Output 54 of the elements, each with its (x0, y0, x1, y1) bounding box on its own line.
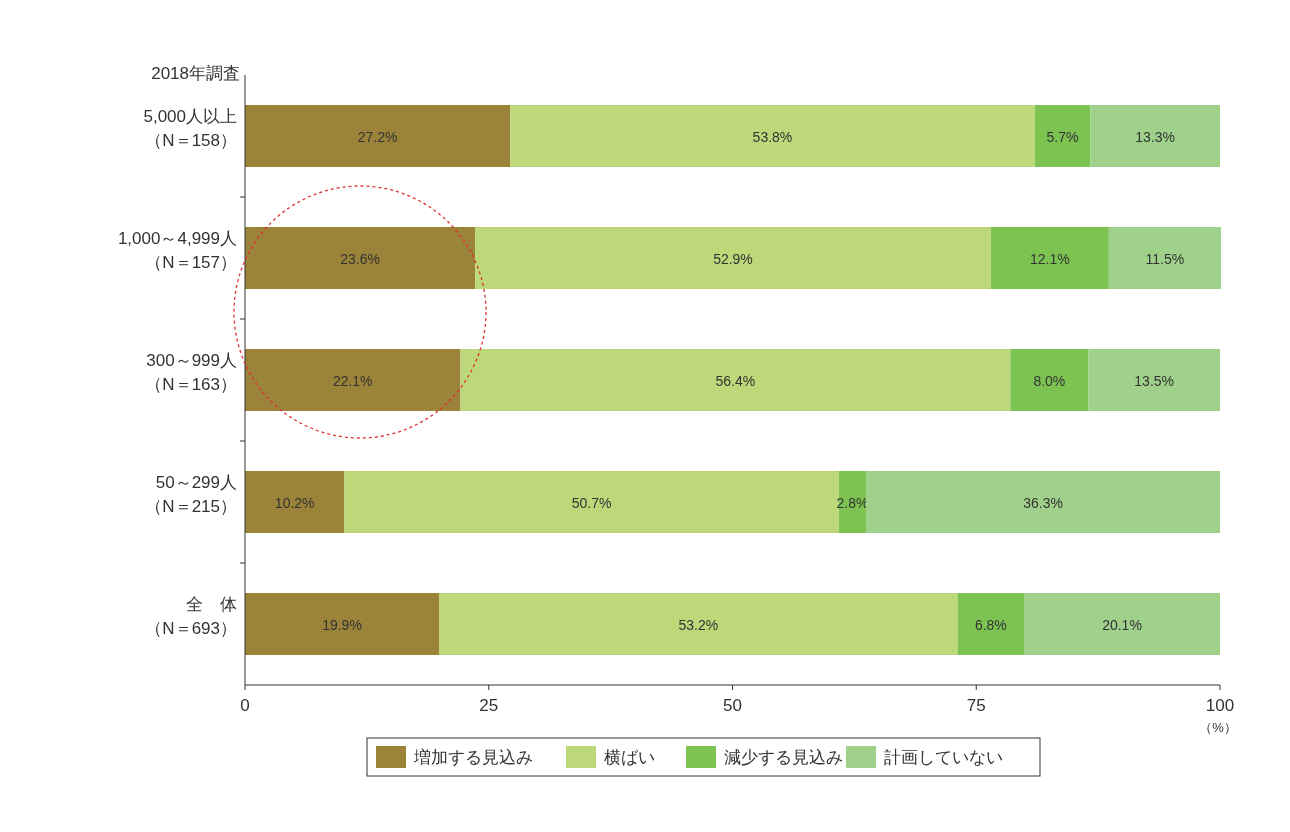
data-label: 20.1% (1102, 617, 1142, 633)
data-label: 22.1% (332, 373, 373, 389)
bar (439, 593, 958, 655)
bar (1024, 593, 1220, 655)
data-label: 11.5% (1145, 251, 1185, 267)
bar (1034, 105, 1091, 167)
legend-label: 横ばい (604, 748, 655, 767)
data-label: 53.2% (678, 617, 719, 633)
data-label: 56.4% (715, 373, 756, 389)
bar (866, 471, 1220, 533)
data-label: 13.3% (1135, 129, 1176, 145)
bar (1010, 349, 1089, 411)
x-tick-label: 75 (966, 696, 986, 715)
bar (510, 105, 1035, 167)
legend-label: 減少する見込み (724, 748, 843, 767)
data-label: 12.1% (1030, 251, 1070, 267)
y-tick-label: 50～299人（N＝215） (145, 473, 237, 516)
x-tick-label: 25 (479, 696, 499, 715)
y-tick-label: 1,000～4,999人（N＝157） (117, 229, 237, 272)
bar (245, 593, 440, 655)
bar (1108, 227, 1221, 289)
bar (460, 349, 1011, 411)
bar (1088, 349, 1221, 411)
data-label: 5.7% (1046, 129, 1079, 145)
data-label: 8.0% (1033, 373, 1066, 389)
data-label: 53.8% (752, 129, 793, 145)
data-label: 36.3% (1023, 495, 1063, 511)
bar (990, 227, 1109, 289)
legend-label: 増加する見込み (413, 748, 533, 767)
bar (245, 105, 511, 167)
data-label: 6.8% (974, 617, 1007, 633)
y-tick-label: 300～999人（N＝163） (145, 351, 237, 394)
chart-subtitle: 2018年調査 (151, 64, 240, 83)
x-tick-label: 0 (240, 696, 250, 715)
bar (245, 349, 461, 411)
bar (344, 471, 839, 533)
data-label: 23.6% (340, 251, 380, 267)
x-tick-label: 50 (723, 696, 742, 715)
bar (245, 227, 476, 289)
data-label: 27.2% (357, 129, 398, 145)
bar (957, 593, 1025, 655)
data-label: 50.7% (571, 495, 612, 511)
bar (475, 227, 991, 289)
data-label: 10.2% (274, 495, 315, 511)
y-tick-label: 5,000人以上（N＝158） (143, 107, 237, 150)
data-label: 13.5% (1134, 373, 1175, 389)
data-label: 19.9% (322, 617, 362, 633)
y-tick-label: 全 体（N＝693） (145, 595, 237, 638)
x-tick-label: 100 (1205, 696, 1235, 715)
data-label: 52.9% (713, 251, 753, 267)
bar (1090, 105, 1220, 167)
legend-label: 計画していない (884, 748, 1003, 767)
bar (245, 471, 345, 533)
x-axis-title: （%） (1199, 720, 1237, 735)
